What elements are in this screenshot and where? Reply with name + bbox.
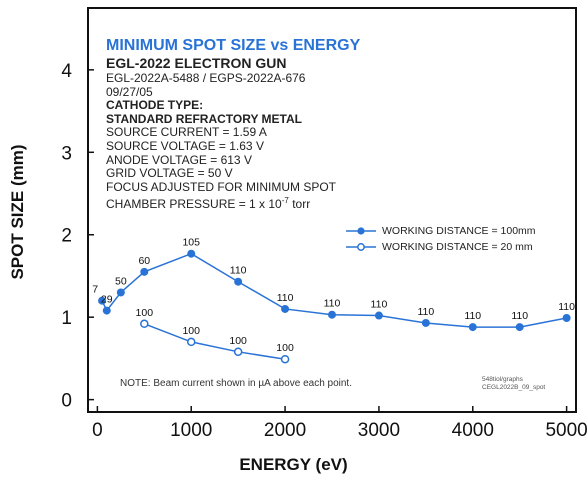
file-stamp-line2: CEGL2022B_09_spot bbox=[482, 384, 546, 391]
y-tick-label: 4 bbox=[61, 61, 72, 82]
chart-title: MINIMUM SPOT SIZE vs ENERGY bbox=[106, 37, 361, 54]
cathode-value: STANDARD REFRACTORY METAL bbox=[106, 111, 302, 126]
data-point bbox=[234, 277, 243, 286]
x-tick-label: 5000 bbox=[545, 420, 587, 441]
grid-voltage: GRID VOLTAGE = 50 V bbox=[106, 166, 233, 181]
y-tick-label: 2 bbox=[61, 226, 72, 247]
data-label: 100 bbox=[136, 307, 154, 319]
date-text: 09/27/05 bbox=[106, 84, 153, 99]
series-line bbox=[144, 323, 286, 360]
data-point bbox=[468, 323, 477, 332]
data-label: 110 bbox=[277, 292, 294, 304]
data-label: 100 bbox=[229, 335, 247, 347]
y-tick-label: 0 bbox=[61, 391, 72, 412]
data-point bbox=[140, 319, 149, 329]
data-point bbox=[374, 311, 383, 320]
data-label: 105 bbox=[182, 237, 200, 249]
data-label: 110 bbox=[511, 310, 528, 322]
data-point bbox=[280, 354, 290, 364]
data-point bbox=[233, 347, 243, 357]
data-point bbox=[98, 296, 107, 305]
y-tick-label: 3 bbox=[61, 143, 72, 164]
data-point bbox=[140, 267, 149, 276]
pressure-prefix: CHAMBER PRESSURE = 1 x 10 bbox=[106, 197, 282, 212]
data-label: 110 bbox=[558, 301, 575, 313]
y-tick-label: 1 bbox=[61, 308, 72, 329]
cathode-label: CATHODE TYPE: bbox=[106, 98, 204, 113]
data-label: 110 bbox=[230, 265, 247, 277]
data-label: 110 bbox=[371, 299, 388, 311]
pressure-unit: torr bbox=[288, 197, 311, 212]
pressure-text: CHAMBER PRESSURE = 1 x 10-7 torr bbox=[106, 194, 360, 212]
data-point bbox=[328, 310, 336, 319]
data-point bbox=[102, 306, 111, 315]
data-label: 100 bbox=[276, 342, 294, 354]
source-voltage: SOURCE VOLTAGE = 1.63 V bbox=[106, 138, 264, 153]
data-point bbox=[515, 323, 524, 332]
data-point bbox=[187, 249, 196, 258]
x-tick-label: 3000 bbox=[358, 420, 400, 441]
y-axis-label: SPOT SIZE (mm) bbox=[8, 144, 27, 280]
file-stamp: 548tiol/graphs CEGL2022B_09_spot bbox=[482, 376, 545, 392]
legend-item-20mm: WORKING DISTANCE = 20 mm bbox=[346, 239, 536, 255]
series-20mm: 100 100 100 100 bbox=[136, 307, 294, 364]
x-tick-label: 2000 bbox=[264, 420, 306, 441]
x-tick-label: 1000 bbox=[170, 420, 212, 441]
data-point bbox=[116, 288, 125, 297]
legend-label-100mm: WORKING DISTANCE = 100mm bbox=[382, 225, 536, 237]
legend: WORKING DISTANCE = 100mm WORKING DISTANC… bbox=[346, 223, 536, 255]
x-tick-label: 0 bbox=[92, 420, 103, 441]
legend-label-20mm: WORKING DISTANCE = 20 mm bbox=[382, 241, 533, 253]
data-point bbox=[281, 304, 290, 313]
chart-subtitle: EGL-2022 ELECTRON GUN bbox=[106, 55, 287, 71]
data-label: 29 bbox=[101, 294, 113, 306]
data-label: 110 bbox=[464, 310, 481, 322]
x-tick-label: 4000 bbox=[452, 420, 494, 441]
legend-item-100mm: WORKING DISTANCE = 100mm bbox=[346, 223, 536, 239]
axes: 0 1000 2000 3000 4000 5000 0 1 2 3 4 bbox=[61, 61, 587, 441]
focus-text: FOCUS ADJUSTED FOR MINIMUM SPOT bbox=[106, 179, 337, 194]
data-point bbox=[421, 318, 430, 327]
data-label: 110 bbox=[324, 298, 341, 310]
data-label: 100 bbox=[182, 325, 200, 337]
data-point bbox=[186, 337, 196, 347]
info-block: MINIMUM SPOT SIZE vs ENERGY EGL-2022 ELE… bbox=[106, 36, 360, 212]
data-label: 50 bbox=[115, 275, 127, 287]
legend-swatch-filled bbox=[346, 227, 376, 235]
file-stamp-line1: 548tiol/graphs bbox=[482, 376, 523, 383]
data-point bbox=[562, 314, 571, 323]
anode-voltage: ANODE VOLTAGE = 613 V bbox=[106, 152, 252, 167]
x-axis-label: ENERGY (eV) bbox=[239, 455, 348, 474]
legend-swatch-open bbox=[346, 243, 376, 251]
model-text: EGL-2022A-5488 / EGPS-2022A-676 bbox=[106, 71, 306, 85]
data-label: 7 bbox=[92, 284, 98, 296]
pressure-exponent: -7 bbox=[281, 196, 289, 206]
plot-frame bbox=[87, 7, 577, 413]
data-label: 60 bbox=[138, 255, 150, 267]
note-text: NOTE: Beam current shown in µA above eac… bbox=[120, 378, 352, 389]
source-current: SOURCE CURRENT = 1.59 A bbox=[106, 125, 267, 140]
data-label: 110 bbox=[417, 306, 434, 318]
